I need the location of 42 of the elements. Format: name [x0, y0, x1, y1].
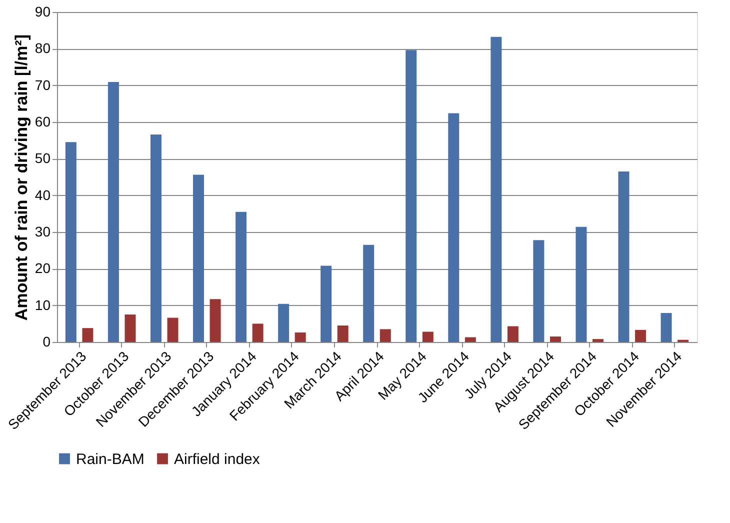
bar [278, 304, 290, 342]
legend-label: Rain-BAM [76, 450, 144, 468]
bar [252, 324, 264, 342]
bar [490, 36, 502, 342]
y-tick-label: 10 [34, 296, 51, 313]
bar [65, 142, 76, 342]
bar [363, 244, 374, 342]
y-tick-label: 90 [34, 4, 51, 20]
bar [533, 240, 544, 342]
bar [618, 172, 630, 342]
bar [108, 82, 119, 342]
bar [406, 50, 417, 342]
bar [507, 326, 518, 342]
bar [294, 332, 306, 342]
y-axis-title: Amount of rain or driving rain [l/m²] [12, 34, 31, 321]
bar [210, 299, 221, 342]
bar [550, 336, 561, 342]
y-tick-label: 30 [34, 224, 51, 240]
bar [193, 174, 204, 342]
legend-label: Airfield index [174, 450, 260, 468]
y-tick-label: 40 [34, 186, 51, 203]
bar [150, 134, 162, 342]
bar [464, 337, 476, 342]
bar [422, 332, 434, 342]
bar [576, 226, 587, 342]
bar [124, 314, 136, 342]
y-tick-label: 20 [34, 260, 51, 276]
y-tick-label: 0 [42, 334, 51, 350]
y-tick-label: 70 [34, 76, 51, 93]
bar [660, 313, 672, 342]
y-tick-label: 60 [34, 114, 51, 130]
y-tick-label: 50 [34, 150, 51, 166]
bar [592, 339, 604, 342]
bar [635, 330, 646, 342]
bar [380, 329, 391, 342]
bar [337, 326, 348, 342]
bar [448, 113, 460, 342]
bar [82, 328, 94, 342]
y-tick-label: 80 [34, 40, 51, 56]
bar [236, 212, 247, 342]
bar [167, 318, 178, 342]
bar [320, 266, 332, 342]
